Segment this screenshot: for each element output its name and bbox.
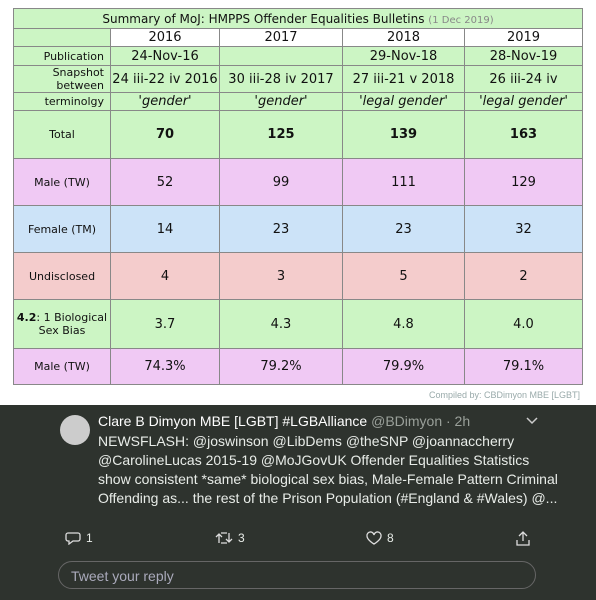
row-label-text: Undisclosed — [28, 269, 96, 283]
reply-input[interactable]: Tweet your reply — [58, 561, 536, 589]
bulletin-table: Summary of MoJ: HMPPS Offender Equalitie… — [13, 8, 583, 385]
data-row: Total 70 125 139 163 — [13, 110, 583, 159]
data-row: Male (TW) 74.3% 79.2% 79.9% 79.1% — [13, 348, 583, 385]
tweet-line: Offending as... the rest of the Prison P… — [98, 490, 558, 506]
row-label: 4.2: 1 Biological Sex Bias — [13, 299, 111, 349]
row-label-text: Total — [49, 128, 75, 141]
row-label: Undisclosed — [13, 252, 111, 300]
publication-cell: 28-Nov-19 — [464, 46, 583, 66]
row-label: Total — [13, 110, 111, 159]
tweet-line: NEWSFLASH: @joswinson @LibDems @theSNP @… — [98, 433, 515, 449]
snapshot-cell: 30 iii-28 iv 2017 — [219, 65, 343, 93]
terminology-cell: 'legal gender' — [342, 92, 465, 111]
row-label-text: Male (TW) — [34, 360, 90, 373]
cell: 5 — [342, 252, 465, 300]
cell: 74.3% — [110, 348, 220, 385]
publication-cell: 29-Nov-18 — [342, 46, 465, 66]
avatar[interactable] — [60, 415, 90, 445]
author[interactable]: Clare B Dimyon MBE [LGBT] #LGBAlliance @… — [98, 413, 470, 429]
snapshot-cell: 26 iii-24 iv — [464, 65, 583, 93]
cell: 4.8 — [342, 299, 465, 349]
cell: 52 — [110, 158, 220, 206]
terminology-cell: 'gender' — [110, 92, 220, 111]
row-label: Male (TW) — [13, 348, 111, 385]
tweet: Clare B Dimyon MBE [LGBT] #LGBAlliance @… — [0, 405, 596, 600]
snapshot-cell: 27 iii-21 v 2018 — [342, 65, 465, 93]
author-name[interactable]: Clare B Dimyon MBE [LGBT] #LGBAlliance — [98, 413, 368, 429]
handle: @BDimyon · 2h — [371, 413, 471, 429]
data-row: Undisclosed 4 3 5 2 — [13, 252, 583, 300]
retweet-count: 3 — [238, 531, 245, 545]
row-label: Snapshot between — [13, 65, 111, 93]
cell: 23 — [219, 205, 343, 253]
cell: 2 — [464, 252, 583, 300]
row-label-bold: 4.2 — [16, 311, 37, 324]
cell: 129 — [464, 158, 583, 206]
credit: Compiled by: CBDimyon MBE [LGBT] — [428, 390, 580, 400]
data-row: 4.2: 1 Biological Sex Bias 3.7 4.3 4.8 4.0 — [13, 299, 583, 349]
row-label-text: Male (TW) — [34, 175, 90, 189]
cell: 14 — [110, 205, 220, 253]
cell: 23 — [342, 205, 465, 253]
reply-button[interactable]: 1 — [65, 531, 93, 545]
title: Summary of MoJ: HMPPS Offender Equalitie… — [102, 11, 425, 26]
publication-cell — [219, 46, 343, 66]
data-row: Female (TM) 14 23 23 32 — [13, 205, 583, 253]
publication-cell: 24-Nov-16 — [110, 46, 220, 66]
reply-count: 1 — [86, 531, 93, 545]
cell: 79.9% — [342, 348, 465, 385]
tweet-line: @CarolineLucas 2015-19 @MoJGovUK Offende… — [98, 452, 530, 468]
cell: 111 — [342, 158, 465, 206]
terminology-cell: 'gender' — [219, 92, 343, 111]
like-count: 8 — [387, 531, 394, 545]
row-label-text: Female (TM) — [27, 222, 97, 236]
like-button[interactable]: 8 — [366, 531, 394, 545]
cell: 4 — [110, 252, 220, 300]
cell: 79.1% — [464, 348, 583, 385]
cell: 99 — [219, 158, 343, 206]
cell: 4.0 — [464, 299, 583, 349]
row-label: Female (TM) — [13, 205, 111, 253]
cell: 70 — [110, 110, 220, 159]
row-label: terminolgy — [13, 92, 111, 111]
share-button[interactable] — [516, 531, 530, 546]
menu-caret[interactable] — [526, 417, 538, 425]
row-label: Male (TW) — [13, 158, 111, 206]
tweet-text: NEWSFLASH: @joswinson @LibDems @theSNP @… — [98, 432, 558, 508]
snapshot-cell: 24 iii-22 iv 2016 — [110, 65, 220, 93]
title-note: (1 Dec 2019) — [428, 14, 494, 26]
cell: 4.3 — [219, 299, 343, 349]
cell: 3 — [219, 252, 343, 300]
tweet-line: show consistent *same* biological sex bi… — [98, 471, 558, 487]
cell: 163 — [464, 110, 583, 159]
cell: 32 — [464, 205, 583, 253]
terminology-cell: 'legal gender' — [464, 92, 583, 111]
year: 2018 — [342, 28, 465, 47]
year: 2016 — [110, 28, 220, 47]
cell: 139 — [342, 110, 465, 159]
year: 2019 — [464, 28, 583, 47]
data-row: Male (TW) 52 99 111 129 — [13, 158, 583, 206]
row-label: Publication — [13, 46, 111, 66]
cell: 3.7 — [110, 299, 220, 349]
table-title: Summary of MoJ: HMPPS Offender Equalitie… — [13, 8, 583, 29]
cell: 125 — [219, 110, 343, 159]
row-label-text: : 1 Biological Sex Bias — [36, 311, 108, 337]
retweet-button[interactable]: 3 — [215, 531, 245, 545]
cell: 79.2% — [219, 348, 343, 385]
year: 2017 — [219, 28, 343, 47]
